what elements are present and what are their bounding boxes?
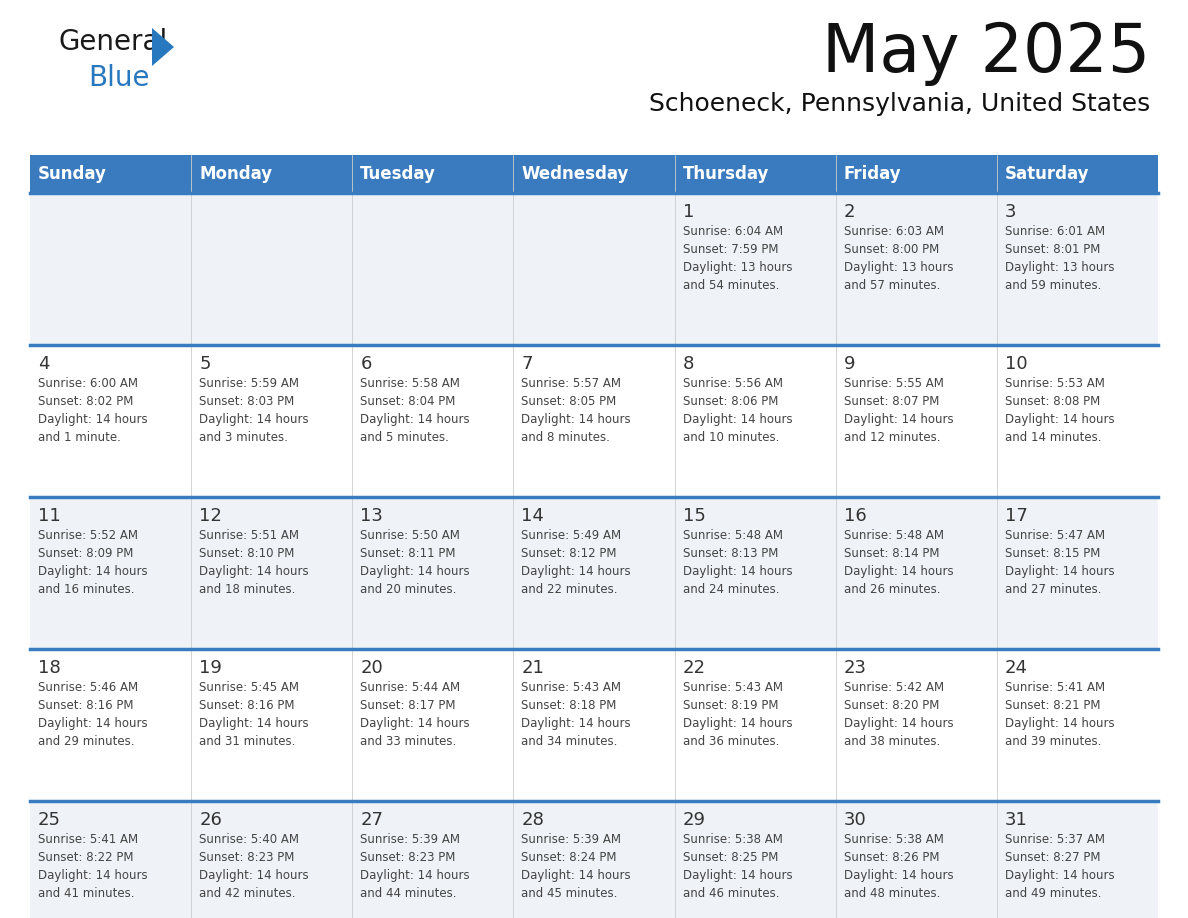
Text: 12: 12 <box>200 507 222 525</box>
Text: Sunrise: 5:47 AM
Sunset: 8:15 PM
Daylight: 14 hours
and 27 minutes.: Sunrise: 5:47 AM Sunset: 8:15 PM Dayligh… <box>1005 529 1114 596</box>
Text: 9: 9 <box>843 355 855 373</box>
Text: Friday: Friday <box>843 165 902 183</box>
Polygon shape <box>152 28 173 66</box>
Bar <box>30 155 1158 193</box>
Text: 3: 3 <box>1005 203 1017 221</box>
Text: 19: 19 <box>200 659 222 677</box>
Text: 16: 16 <box>843 507 866 525</box>
Text: 5: 5 <box>200 355 210 373</box>
Text: May 2025: May 2025 <box>822 20 1150 86</box>
Text: Sunrise: 6:04 AM
Sunset: 7:59 PM
Daylight: 13 hours
and 54 minutes.: Sunrise: 6:04 AM Sunset: 7:59 PM Dayligh… <box>683 225 792 292</box>
Text: 22: 22 <box>683 659 706 677</box>
Text: Sunrise: 5:38 AM
Sunset: 8:26 PM
Daylight: 14 hours
and 48 minutes.: Sunrise: 5:38 AM Sunset: 8:26 PM Dayligh… <box>843 833 953 900</box>
Text: Sunrise: 5:39 AM
Sunset: 8:24 PM
Daylight: 14 hours
and 45 minutes.: Sunrise: 5:39 AM Sunset: 8:24 PM Dayligh… <box>522 833 631 900</box>
Bar <box>30 497 1158 649</box>
Text: Blue: Blue <box>88 64 150 92</box>
Text: Sunrise: 5:48 AM
Sunset: 8:14 PM
Daylight: 14 hours
and 26 minutes.: Sunrise: 5:48 AM Sunset: 8:14 PM Dayligh… <box>843 529 953 596</box>
Bar <box>30 345 1158 497</box>
Text: Sunrise: 5:49 AM
Sunset: 8:12 PM
Daylight: 14 hours
and 22 minutes.: Sunrise: 5:49 AM Sunset: 8:12 PM Dayligh… <box>522 529 631 596</box>
Text: 4: 4 <box>38 355 50 373</box>
Text: Sunrise: 5:50 AM
Sunset: 8:11 PM
Daylight: 14 hours
and 20 minutes.: Sunrise: 5:50 AM Sunset: 8:11 PM Dayligh… <box>360 529 470 596</box>
Text: Sunrise: 6:01 AM
Sunset: 8:01 PM
Daylight: 13 hours
and 59 minutes.: Sunrise: 6:01 AM Sunset: 8:01 PM Dayligh… <box>1005 225 1114 292</box>
Bar <box>30 801 1158 918</box>
Text: Sunrise: 5:56 AM
Sunset: 8:06 PM
Daylight: 14 hours
and 10 minutes.: Sunrise: 5:56 AM Sunset: 8:06 PM Dayligh… <box>683 377 792 444</box>
Text: Schoeneck, Pennsylvania, United States: Schoeneck, Pennsylvania, United States <box>649 92 1150 116</box>
Text: 29: 29 <box>683 811 706 829</box>
Text: 30: 30 <box>843 811 866 829</box>
Text: Sunrise: 6:00 AM
Sunset: 8:02 PM
Daylight: 14 hours
and 1 minute.: Sunrise: 6:00 AM Sunset: 8:02 PM Dayligh… <box>38 377 147 444</box>
Text: Sunrise: 5:37 AM
Sunset: 8:27 PM
Daylight: 14 hours
and 49 minutes.: Sunrise: 5:37 AM Sunset: 8:27 PM Dayligh… <box>1005 833 1114 900</box>
Text: Sunrise: 5:39 AM
Sunset: 8:23 PM
Daylight: 14 hours
and 44 minutes.: Sunrise: 5:39 AM Sunset: 8:23 PM Dayligh… <box>360 833 470 900</box>
Bar <box>30 649 1158 801</box>
Text: Sunrise: 5:59 AM
Sunset: 8:03 PM
Daylight: 14 hours
and 3 minutes.: Sunrise: 5:59 AM Sunset: 8:03 PM Dayligh… <box>200 377 309 444</box>
Text: Sunrise: 5:52 AM
Sunset: 8:09 PM
Daylight: 14 hours
and 16 minutes.: Sunrise: 5:52 AM Sunset: 8:09 PM Dayligh… <box>38 529 147 596</box>
Text: Sunrise: 5:42 AM
Sunset: 8:20 PM
Daylight: 14 hours
and 38 minutes.: Sunrise: 5:42 AM Sunset: 8:20 PM Dayligh… <box>843 681 953 748</box>
Text: 13: 13 <box>360 507 384 525</box>
Text: 20: 20 <box>360 659 383 677</box>
Text: Sunrise: 5:51 AM
Sunset: 8:10 PM
Daylight: 14 hours
and 18 minutes.: Sunrise: 5:51 AM Sunset: 8:10 PM Dayligh… <box>200 529 309 596</box>
Text: Thursday: Thursday <box>683 165 769 183</box>
Text: Sunrise: 5:45 AM
Sunset: 8:16 PM
Daylight: 14 hours
and 31 minutes.: Sunrise: 5:45 AM Sunset: 8:16 PM Dayligh… <box>200 681 309 748</box>
Text: Sunrise: 5:57 AM
Sunset: 8:05 PM
Daylight: 14 hours
and 8 minutes.: Sunrise: 5:57 AM Sunset: 8:05 PM Dayligh… <box>522 377 631 444</box>
Text: 14: 14 <box>522 507 544 525</box>
Text: Sunrise: 6:03 AM
Sunset: 8:00 PM
Daylight: 13 hours
and 57 minutes.: Sunrise: 6:03 AM Sunset: 8:00 PM Dayligh… <box>843 225 953 292</box>
Text: 28: 28 <box>522 811 544 829</box>
Text: Sunrise: 5:58 AM
Sunset: 8:04 PM
Daylight: 14 hours
and 5 minutes.: Sunrise: 5:58 AM Sunset: 8:04 PM Dayligh… <box>360 377 470 444</box>
Text: Tuesday: Tuesday <box>360 165 436 183</box>
Text: Saturday: Saturday <box>1005 165 1089 183</box>
Text: 15: 15 <box>683 507 706 525</box>
Text: General: General <box>58 28 168 56</box>
Text: 24: 24 <box>1005 659 1028 677</box>
Text: Monday: Monday <box>200 165 272 183</box>
Text: Sunrise: 5:55 AM
Sunset: 8:07 PM
Daylight: 14 hours
and 12 minutes.: Sunrise: 5:55 AM Sunset: 8:07 PM Dayligh… <box>843 377 953 444</box>
Text: 8: 8 <box>683 355 694 373</box>
Text: 26: 26 <box>200 811 222 829</box>
Text: Sunrise: 5:41 AM
Sunset: 8:21 PM
Daylight: 14 hours
and 39 minutes.: Sunrise: 5:41 AM Sunset: 8:21 PM Dayligh… <box>1005 681 1114 748</box>
Text: 11: 11 <box>38 507 61 525</box>
Text: Wednesday: Wednesday <box>522 165 628 183</box>
Text: Sunrise: 5:43 AM
Sunset: 8:18 PM
Daylight: 14 hours
and 34 minutes.: Sunrise: 5:43 AM Sunset: 8:18 PM Dayligh… <box>522 681 631 748</box>
Text: 1: 1 <box>683 203 694 221</box>
Text: Sunday: Sunday <box>38 165 107 183</box>
Text: Sunrise: 5:43 AM
Sunset: 8:19 PM
Daylight: 14 hours
and 36 minutes.: Sunrise: 5:43 AM Sunset: 8:19 PM Dayligh… <box>683 681 792 748</box>
Text: 18: 18 <box>38 659 61 677</box>
Text: Sunrise: 5:53 AM
Sunset: 8:08 PM
Daylight: 14 hours
and 14 minutes.: Sunrise: 5:53 AM Sunset: 8:08 PM Dayligh… <box>1005 377 1114 444</box>
Text: Sunrise: 5:48 AM
Sunset: 8:13 PM
Daylight: 14 hours
and 24 minutes.: Sunrise: 5:48 AM Sunset: 8:13 PM Dayligh… <box>683 529 792 596</box>
Text: 6: 6 <box>360 355 372 373</box>
Text: 2: 2 <box>843 203 855 221</box>
Text: Sunrise: 5:41 AM
Sunset: 8:22 PM
Daylight: 14 hours
and 41 minutes.: Sunrise: 5:41 AM Sunset: 8:22 PM Dayligh… <box>38 833 147 900</box>
Text: Sunrise: 5:38 AM
Sunset: 8:25 PM
Daylight: 14 hours
and 46 minutes.: Sunrise: 5:38 AM Sunset: 8:25 PM Dayligh… <box>683 833 792 900</box>
Text: 27: 27 <box>360 811 384 829</box>
Text: 31: 31 <box>1005 811 1028 829</box>
Text: Sunrise: 5:40 AM
Sunset: 8:23 PM
Daylight: 14 hours
and 42 minutes.: Sunrise: 5:40 AM Sunset: 8:23 PM Dayligh… <box>200 833 309 900</box>
Text: Sunrise: 5:44 AM
Sunset: 8:17 PM
Daylight: 14 hours
and 33 minutes.: Sunrise: 5:44 AM Sunset: 8:17 PM Dayligh… <box>360 681 470 748</box>
Text: 7: 7 <box>522 355 533 373</box>
Text: 17: 17 <box>1005 507 1028 525</box>
Text: 25: 25 <box>38 811 61 829</box>
Text: 10: 10 <box>1005 355 1028 373</box>
Text: 21: 21 <box>522 659 544 677</box>
Text: 23: 23 <box>843 659 867 677</box>
Bar <box>30 193 1158 345</box>
Text: Sunrise: 5:46 AM
Sunset: 8:16 PM
Daylight: 14 hours
and 29 minutes.: Sunrise: 5:46 AM Sunset: 8:16 PM Dayligh… <box>38 681 147 748</box>
